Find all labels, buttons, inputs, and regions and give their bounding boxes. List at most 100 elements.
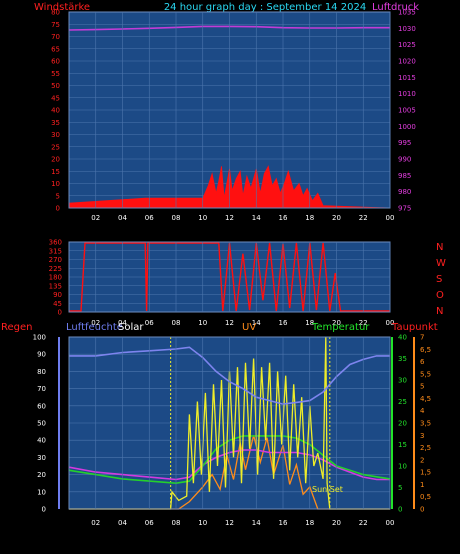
y-tick-label: 6 xyxy=(420,358,425,366)
y-tick-label: 4 xyxy=(420,407,425,415)
y-tick-label: 30 xyxy=(37,454,46,462)
y-tick-label: 3,5 xyxy=(420,420,431,428)
y-tick-label: 15 xyxy=(398,441,407,449)
y-tick-label: 225 xyxy=(49,265,62,273)
chart-title: 24 hour graph day : September 14 2024 xyxy=(164,2,366,13)
x-tick-label: 20 xyxy=(332,319,341,327)
y-tick-label: 985 xyxy=(398,172,411,180)
y-tick-label: 5 xyxy=(56,192,60,200)
y-tick-label: 4,5 xyxy=(420,395,431,403)
sunset-label: Sun Set xyxy=(312,485,343,494)
x-tick-label: 22 xyxy=(359,319,368,327)
y-tick-label: 30 xyxy=(398,377,407,385)
y-tick-label: 360 xyxy=(49,239,62,247)
wind-direction-line xyxy=(69,242,390,312)
y-tick-label: 65 xyxy=(51,45,60,53)
dir-label-s: S xyxy=(436,274,442,285)
y-tick-label: 60 xyxy=(51,58,60,66)
y-tick-label: 80 xyxy=(37,368,46,376)
x-tick-label: 08 xyxy=(172,319,181,327)
y-tick-label: 90 xyxy=(37,351,46,359)
y-tick-label: 1,5 xyxy=(420,469,431,477)
dir-label-o: O xyxy=(436,290,444,301)
x-tick-label: 00 xyxy=(386,319,395,327)
taupunkt-label: Taupunkt xyxy=(391,322,438,333)
y-tick-label: 80 xyxy=(51,9,60,17)
x-tick-label: 18 xyxy=(305,319,314,327)
regen-label: Regen xyxy=(1,322,33,333)
x-tick-label: 20 xyxy=(332,519,341,527)
y-tick-label: 50 xyxy=(37,420,46,428)
y-tick-label: 0 xyxy=(56,205,60,213)
y-tick-label: 40 xyxy=(51,107,60,115)
y-tick-label: 0 xyxy=(58,309,62,317)
y-tick-label: 75 xyxy=(51,21,60,29)
luftdruck-label: Luftdruck xyxy=(372,2,419,13)
x-tick-label: 12 xyxy=(225,519,234,527)
y-tick-label: 1035 xyxy=(398,9,416,17)
y-tick-label: 1000 xyxy=(398,123,416,131)
y-tick-label: 20 xyxy=(37,471,46,479)
y-tick-label: 45 xyxy=(53,300,62,308)
y-tick-label: 1025 xyxy=(398,41,416,49)
x-tick-label: 16 xyxy=(279,319,288,327)
y-tick-label: 990 xyxy=(398,156,411,164)
y-tick-label: 20 xyxy=(398,420,407,428)
x-tick-label: 22 xyxy=(359,214,368,222)
y-tick-label: 180 xyxy=(49,274,62,282)
y-tick-label: 0 xyxy=(42,506,46,514)
x-tick-label: 14 xyxy=(252,519,261,527)
x-tick-label: 12 xyxy=(225,214,234,222)
y-tick-label: 0 xyxy=(398,506,402,514)
x-tick-label: 02 xyxy=(91,519,100,527)
y-tick-label: 1020 xyxy=(398,58,416,66)
x-tick-label: 18 xyxy=(305,214,314,222)
solar-label: Solar xyxy=(118,322,144,333)
x-tick-label: 16 xyxy=(279,214,288,222)
dir-label-n-bottom: N xyxy=(436,306,443,317)
y-tick-label: 995 xyxy=(398,139,411,147)
y-tick-label: 5,5 xyxy=(420,370,431,378)
y-tick-label: 100 xyxy=(33,334,46,342)
x-tick-label: 04 xyxy=(118,319,127,327)
y-tick-label: 6,5 xyxy=(420,346,431,354)
y-tick-label: 1 xyxy=(420,481,424,489)
x-tick-label: 04 xyxy=(118,214,127,222)
x-tick-label: 10 xyxy=(198,214,207,222)
x-tick-label: 02 xyxy=(91,319,100,327)
x-tick-label: 18 xyxy=(305,519,314,527)
y-tick-label: 980 xyxy=(398,188,411,196)
y-tick-label: 0,5 xyxy=(420,493,431,501)
x-tick-label: 14 xyxy=(252,319,261,327)
x-tick-label: 10 xyxy=(198,519,207,527)
y-tick-label: 10 xyxy=(51,180,60,188)
y-tick-label: 5 xyxy=(398,484,402,492)
x-tick-label: 00 xyxy=(386,214,395,222)
y-tick-label: 35 xyxy=(51,119,60,127)
x-tick-label: 10 xyxy=(198,319,207,327)
x-tick-label: 04 xyxy=(118,519,127,527)
y-tick-label: 10 xyxy=(37,488,46,496)
y-tick-label: 10 xyxy=(398,463,407,471)
luftfeuchte-label: Luftfeuchte xyxy=(66,322,123,333)
y-tick-label: 20 xyxy=(51,156,60,164)
y-tick-label: 270 xyxy=(49,256,62,264)
y-tick-label: 15 xyxy=(51,168,60,176)
y-tick-label: 2 xyxy=(420,456,424,464)
x-tick-label: 06 xyxy=(145,519,154,527)
x-tick-label: 20 xyxy=(332,214,341,222)
x-tick-label: 08 xyxy=(172,519,181,527)
x-tick-label: 14 xyxy=(252,214,261,222)
y-tick-label: 1030 xyxy=(398,25,416,33)
y-tick-label: 40 xyxy=(37,437,46,445)
y-tick-label: 90 xyxy=(53,291,62,299)
x-tick-label: 06 xyxy=(145,214,154,222)
y-tick-label: 0 xyxy=(420,506,424,514)
x-tick-label: 16 xyxy=(279,519,288,527)
y-tick-label: 70 xyxy=(37,385,46,393)
y-tick-label: 3 xyxy=(420,432,424,440)
x-tick-label: 06 xyxy=(145,319,154,327)
windstaerke-label: Windstärke xyxy=(34,2,90,13)
y-tick-label: 25 xyxy=(51,143,60,151)
